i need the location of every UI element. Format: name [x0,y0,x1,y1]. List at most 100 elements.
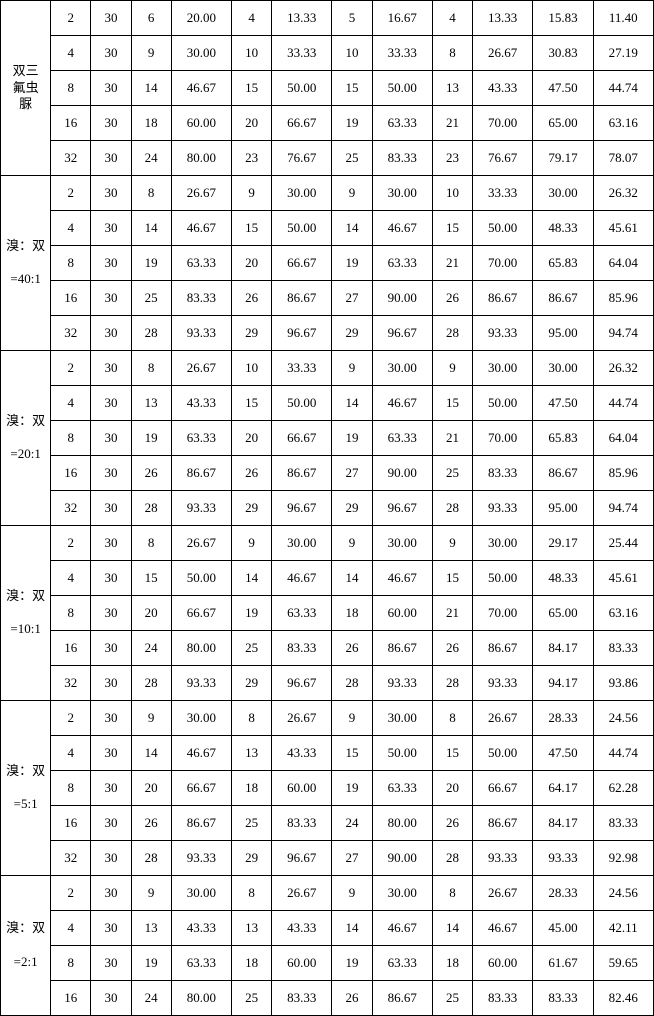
table-cell: 26.67 [171,351,231,386]
table-cell: 83.33 [593,806,653,841]
table-cell: 63.33 [372,421,432,456]
table-cell: 63.33 [372,946,432,981]
table-cell: 14 [332,211,372,246]
table-cell: 21 [432,106,472,141]
table-cell: 8 [51,596,91,631]
table-cell: 28 [131,316,171,351]
table-cell: 30 [91,701,131,736]
table-cell: 26.32 [593,351,653,386]
table-cell: 20 [432,771,472,806]
table-cell: 15 [432,736,472,771]
table-cell: 25 [432,456,472,491]
table-cell: 93.86 [593,666,653,701]
table-cell: 13.33 [272,1,332,36]
table-cell: 90.00 [372,456,432,491]
table-cell: 13 [131,911,171,946]
table-cell: 76.67 [473,141,533,176]
table-cell: 86.67 [533,456,593,491]
table-cell: 27 [332,841,372,876]
table-cell: 28 [131,666,171,701]
table-cell: 86.67 [473,806,533,841]
table-cell: 32 [51,316,91,351]
table-cell: 15 [432,211,472,246]
table-row: 4301446.671550.001446.671550.0048.3345.6… [1,211,654,246]
group-label-line: =2:1 [14,954,38,969]
table-cell: 66.67 [171,596,231,631]
table-cell: 50.00 [473,211,533,246]
table-cell: 26.67 [171,176,231,211]
table-cell: 13 [232,911,272,946]
table-cell: 65.83 [533,246,593,281]
table-row: 16302480.002583.332686.672583.3383.3382.… [1,981,654,1016]
table-cell: 9 [432,351,472,386]
table-cell: 63.33 [272,596,332,631]
table-cell: 30 [91,176,131,211]
table-cell: 2 [51,526,91,561]
table-cell: 14 [131,71,171,106]
table-cell: 30 [91,911,131,946]
table-cell: 95.00 [533,491,593,526]
table-cell: 76.67 [272,141,332,176]
table-cell: 23 [232,141,272,176]
table-cell: 90.00 [372,841,432,876]
table-cell: 19 [131,421,171,456]
table-row: 溴：双=5:1230930.00826.67930.00826.6728.332… [1,701,654,736]
table-cell: 64.04 [593,246,653,281]
table-row: 430930.001033.331033.33826.6730.8327.19 [1,36,654,71]
table-cell: 4 [232,1,272,36]
table-cell: 30.00 [372,876,432,911]
table-cell: 60.00 [473,946,533,981]
table-row: 4301343.331550.001446.671550.0047.5044.7… [1,386,654,421]
table-cell: 30 [91,316,131,351]
table-cell: 95.00 [533,316,593,351]
group-label-line: 双三 [13,63,39,78]
table-cell: 70.00 [473,246,533,281]
table-cell: 46.67 [473,911,533,946]
table-row: 16302583.332686.672790.002686.6786.6785.… [1,281,654,316]
table-cell: 60.00 [171,106,231,141]
table-cell: 32 [51,666,91,701]
table-cell: 46.67 [372,561,432,596]
table-cell: 46.67 [171,71,231,106]
table-cell: 33.33 [272,351,332,386]
group-label: 溴：双=20:1 [1,351,51,526]
table-cell: 63.16 [593,106,653,141]
table-cell: 19 [332,421,372,456]
table-cell: 8 [432,701,472,736]
table-cell: 30.00 [272,526,332,561]
table-cell: 14 [332,911,372,946]
table-cell: 45.61 [593,561,653,596]
table-cell: 83.33 [171,281,231,316]
table-cell: 63.33 [372,106,432,141]
table-cell: 30 [91,596,131,631]
table-cell: 60.00 [372,596,432,631]
table-cell: 63.33 [372,771,432,806]
table-cell: 30 [91,876,131,911]
table-cell: 65.00 [533,106,593,141]
table-cell: 84.17 [533,806,593,841]
table-cell: 26.67 [473,701,533,736]
table-cell: 28 [432,666,472,701]
table-cell: 14 [131,736,171,771]
table-row: 溴：双=10:1230826.67930.00930.00930.0029.17… [1,526,654,561]
table-cell: 86.67 [171,806,231,841]
table-cell: 18 [432,946,472,981]
table-cell: 46.67 [372,211,432,246]
table-cell: 90.00 [372,281,432,316]
table-cell: 47.50 [533,386,593,421]
table-cell: 29 [332,491,372,526]
table-cell: 30 [91,771,131,806]
table-cell: 9 [332,176,372,211]
table-row: 32302893.332996.672996.672893.3395.0094.… [1,316,654,351]
table-cell: 25 [131,281,171,316]
table-cell: 16 [51,106,91,141]
table-cell: 80.00 [171,981,231,1016]
table-cell: 14 [332,386,372,421]
table-cell: 80.00 [372,806,432,841]
table-cell: 13 [432,71,472,106]
table-cell: 33.33 [372,36,432,71]
table-cell: 19 [332,246,372,281]
table-cell: 30 [91,421,131,456]
table-cell: 4 [51,36,91,71]
table-cell: 60.00 [272,771,332,806]
